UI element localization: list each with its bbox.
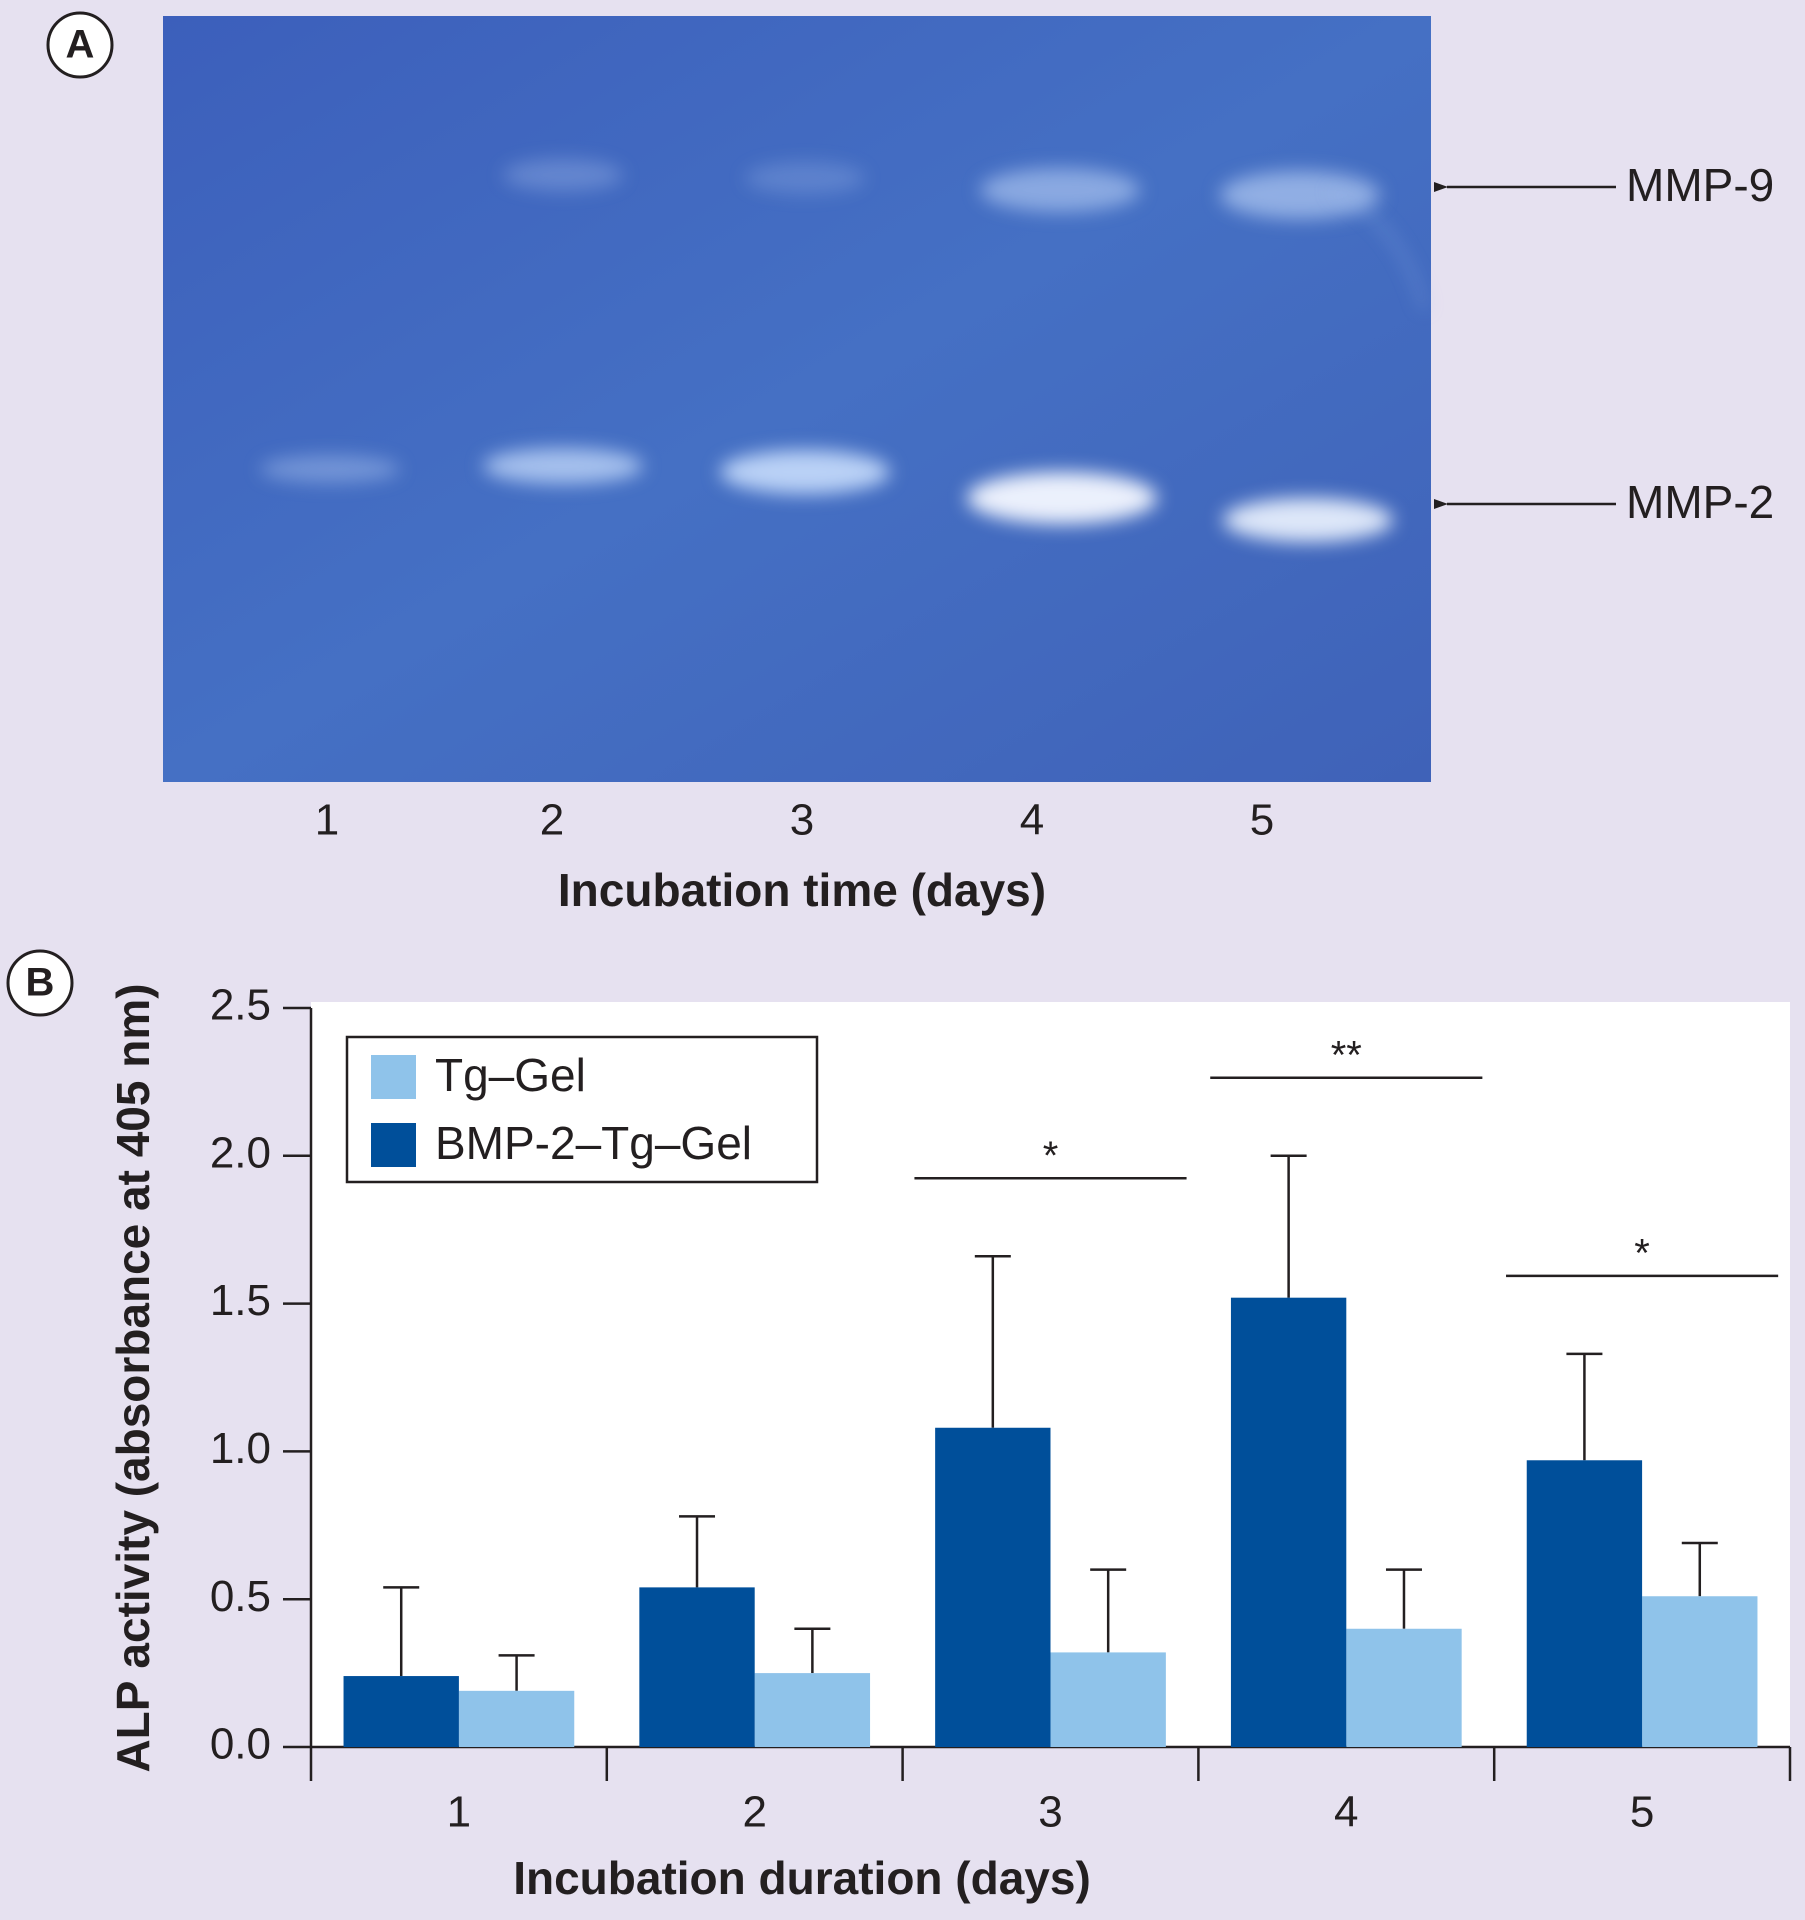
bar bbox=[1346, 1628, 1462, 1747]
gel-bands bbox=[260, 159, 1393, 542]
y-tick-label: 2.5 bbox=[210, 981, 271, 1030]
bar bbox=[935, 1427, 1051, 1747]
significance-label: * bbox=[1634, 1231, 1650, 1275]
bar bbox=[754, 1673, 871, 1747]
x-axis-label: Incubation time (days) bbox=[558, 864, 1046, 916]
panel-badge bbox=[6, 949, 74, 1017]
legend-box bbox=[345, 1035, 819, 1184]
gel-streak bbox=[1329, 188, 1427, 311]
bar bbox=[458, 1690, 575, 1747]
x-axis-label: Incubation duration (days) bbox=[513, 1852, 1091, 1904]
panel-label: A bbox=[66, 23, 95, 67]
gel-image bbox=[163, 16, 1431, 782]
y-tick-label: 1.5 bbox=[210, 1276, 271, 1325]
lane-label: 1 bbox=[315, 796, 339, 845]
y-tick-label: 2.0 bbox=[210, 1128, 271, 1177]
panel-label: B bbox=[26, 961, 55, 1005]
legend-label: BMP-2–Tg–Gel bbox=[435, 1117, 752, 1169]
bar bbox=[1050, 1652, 1166, 1747]
y-tick-label: 0.5 bbox=[210, 1572, 271, 1621]
x-tick-label: 4 bbox=[1334, 1788, 1358, 1837]
significance-label: ** bbox=[1331, 1033, 1362, 1077]
band-label: MMP-2 bbox=[1626, 476, 1774, 528]
lane-label: 2 bbox=[540, 796, 564, 845]
y-tick-label: 0.0 bbox=[210, 1720, 271, 1769]
bar bbox=[639, 1587, 755, 1747]
bar bbox=[343, 1676, 459, 1747]
band-label: MMP-9 bbox=[1626, 159, 1774, 211]
bar bbox=[1230, 1297, 1347, 1747]
lane-label: 4 bbox=[1020, 796, 1044, 845]
x-tick-label: 2 bbox=[742, 1788, 766, 1837]
x-tick-label: 3 bbox=[1038, 1788, 1062, 1837]
x-tick-label: 5 bbox=[1630, 1788, 1654, 1837]
y-axis-label: ALP activity (absorbance at 405 nm) bbox=[107, 983, 159, 1772]
lane-label: 3 bbox=[790, 796, 814, 845]
bar bbox=[1526, 1460, 1643, 1747]
legend-swatch bbox=[371, 1055, 416, 1099]
legend-swatch bbox=[371, 1123, 416, 1167]
x-tick-label: 1 bbox=[447, 1788, 471, 1837]
legend-label: Tg–Gel bbox=[435, 1049, 586, 1101]
significance-label: * bbox=[1043, 1134, 1059, 1178]
panel-badge bbox=[46, 11, 114, 79]
bar bbox=[1642, 1596, 1758, 1747]
y-tick-label: 1.0 bbox=[210, 1424, 271, 1473]
lane-label: 5 bbox=[1250, 796, 1274, 845]
